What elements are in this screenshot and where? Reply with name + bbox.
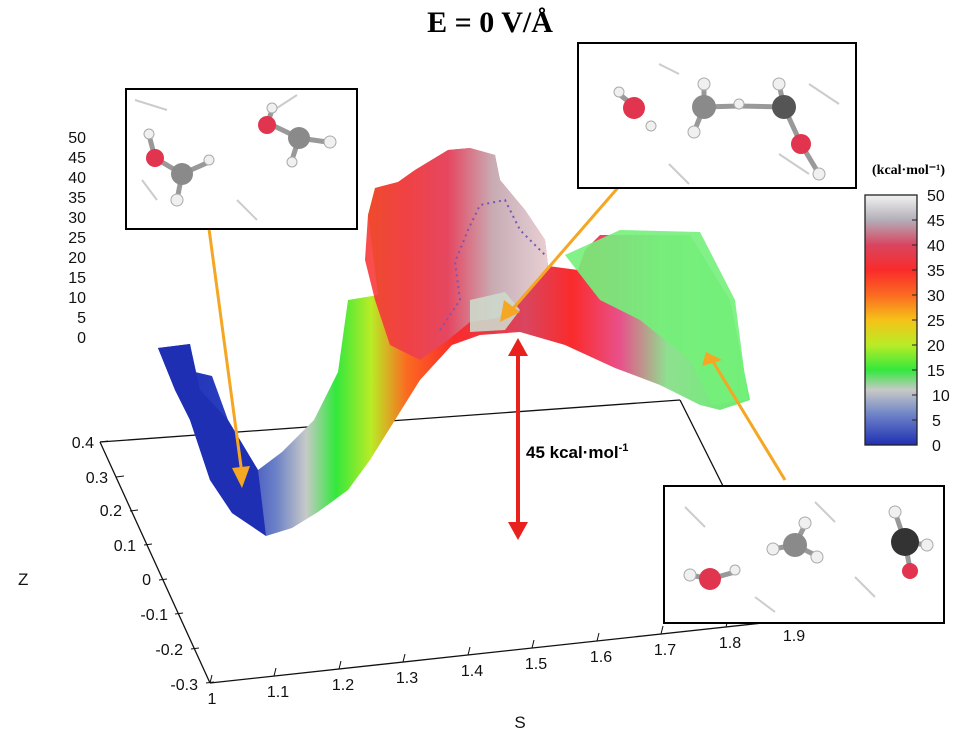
z-tick: 0.4 (72, 435, 94, 452)
energy-tick: 30 (68, 210, 86, 227)
reactant-inset (125, 88, 358, 230)
barrier-label: 45 kcal·mol (526, 443, 619, 462)
z-tick: 0.3 (86, 470, 108, 487)
barrier-annotation: 45 kcal·mol-1 (508, 338, 628, 540)
energy-surface (158, 148, 750, 536)
product-inset (663, 485, 945, 624)
energy-tick: 40 (68, 170, 86, 187)
colorbar-tick: 15 (927, 363, 945, 380)
energy-tick: 0 (77, 330, 86, 347)
molecule-transition-state-icon (613, 63, 840, 185)
s-tick: 1.5 (525, 656, 547, 673)
s-tick: 1.8 (719, 635, 741, 652)
energy-tick: 25 (68, 230, 86, 247)
s-tick: 1.2 (332, 677, 354, 694)
colorbar-tick: 40 (927, 238, 945, 255)
colorbar-title: (kcal·mol⁻¹) (872, 163, 946, 178)
energy-axis: 50 45 40 35 30 25 20 15 10 5 0 (68, 130, 86, 347)
s-tick: 1.4 (461, 663, 483, 680)
colorbar-tick: 20 (927, 338, 945, 355)
z-tick: 0 (142, 572, 151, 589)
s-axis: 1 1.1 1.2 1.3 1.4 1.5 1.6 1.7 1.8 1.9 S (208, 611, 805, 732)
energy-tick: 35 (68, 190, 86, 207)
colorbar-tick: 25 (927, 313, 945, 330)
energy-tick: 20 (68, 250, 86, 267)
colorbar-tick: 50 (927, 188, 945, 205)
molecule-reactant-icon (134, 94, 337, 221)
s-tick: 1.3 (396, 670, 418, 687)
z-axis: 0.4 0.3 0.2 0.1 0 -0.1 -0.2 -0.3 Z (18, 435, 215, 694)
z-tick: -0.3 (170, 677, 198, 694)
s-tick: 1.1 (267, 684, 289, 701)
colorbar-tick: 30 (927, 288, 945, 305)
energy-tick: 15 (68, 270, 86, 287)
z-axis-label: Z (18, 570, 28, 589)
colorbar-tick: 35 (927, 263, 945, 280)
colorbar: 50 45 40 35 30 25 20 15 10 5 0 (864, 188, 950, 455)
energy-tick: 10 (68, 290, 86, 307)
s-tick: 1.9 (783, 628, 805, 645)
barrier-label-sup: -1 (619, 442, 629, 454)
molecule-product-icon (683, 501, 934, 613)
colorbar-tick: 10 (932, 388, 950, 405)
colorbar-tick: 0 (932, 438, 941, 455)
energy-tick: 45 (68, 150, 86, 167)
s-axis-label: S (514, 713, 525, 732)
s-tick: 1.7 (654, 642, 676, 659)
z-tick: -0.1 (140, 607, 168, 624)
inset-arrows (205, 182, 787, 488)
z-tick: -0.2 (155, 642, 183, 659)
transition-state-inset (577, 42, 857, 189)
chart-title: E = 0 V/Å (427, 6, 553, 39)
energy-tick: 5 (77, 310, 86, 327)
svg-text:45 kcal·mol-1: 45 kcal·mol-1 (526, 442, 628, 462)
colorbar-tick: 5 (932, 413, 941, 430)
z-tick: 0.2 (100, 503, 122, 520)
z-tick: 0.1 (114, 538, 136, 555)
s-tick: 1.6 (590, 649, 612, 666)
colorbar-tick: 45 (927, 213, 945, 230)
s-tick: 1 (208, 691, 217, 708)
energy-tick: 50 (68, 130, 86, 147)
